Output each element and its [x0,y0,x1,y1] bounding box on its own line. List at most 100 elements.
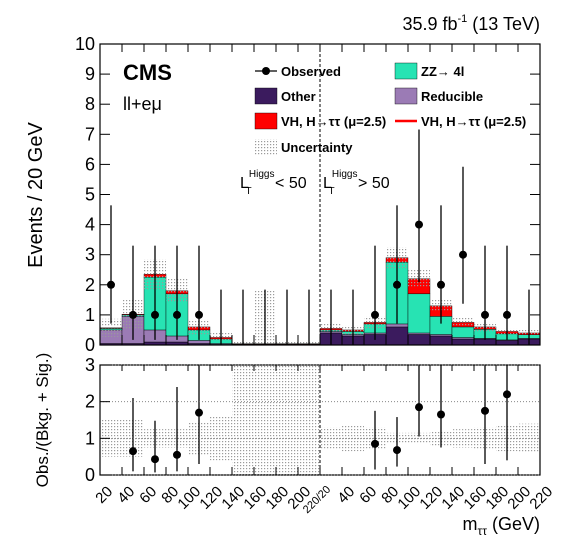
y-tick-label: 0 [85,465,95,485]
stack-bar [451,326,475,338]
ratio-uncertainty [408,432,430,444]
x-tick-label: 40 [334,483,358,507]
lumi-sup: -1 [458,13,468,25]
legend-label: VH, H→ττ (μ=2.5) [281,114,386,129]
stack-bar [495,340,519,345]
y-tick-label: 7 [85,124,95,144]
uncertainty-band [452,317,474,327]
legend-swatch [255,139,277,155]
ratio-plot [100,365,540,475]
y-tick-label: 2 [85,275,95,295]
region-sub: T [328,186,334,197]
experiment-label: CMS [123,60,172,85]
ratio-point [151,455,159,464]
y-tick-label: 4 [85,215,95,235]
legend-label: VH, H→ττ (μ=2.5) [421,114,526,129]
ratio-point [481,406,489,415]
ratio-point [415,403,423,412]
ratio-point [371,439,379,448]
region-sup: Higgs [332,169,358,180]
x-tick-label: 220 [526,483,556,513]
y-tick-label: 10 [75,34,95,54]
region-rest: > 50 [354,175,390,192]
y-axis-label: Events / 20 GeV [25,122,47,268]
y-tick-label: 3 [85,245,95,265]
region-text: L [323,175,332,192]
legend-swatch [254,112,278,130]
lumi-rest: (13 TeV) [467,14,540,34]
region-sup: Higgs [249,169,275,180]
stack-bar [407,334,431,345]
stack-bar [429,334,453,337]
x-tick-label: 20 [92,483,116,507]
stack-bar [407,332,431,335]
uncertainty-band [100,318,122,337]
ratio-point [437,410,445,419]
ratio-uncertainty [298,365,320,475]
stack-bar [429,335,453,345]
y-tick-label: 3 [85,355,95,375]
region-label: LHiggs T > 50 [323,169,390,197]
y-tick-label: 6 [85,154,95,174]
x-axis-label: mττ (GeV) [463,514,541,538]
observed-point [129,310,137,319]
stack-bar [407,293,431,334]
stack-bar [187,340,211,344]
observed-point [107,280,115,289]
legend-swatch [394,87,418,105]
channel-label: ll+eμ [123,94,162,114]
region-rest: < 50 [271,175,307,192]
observed-point [151,310,159,319]
legend-label: Uncertainty [281,140,353,155]
y-tick-label: 9 [85,64,95,84]
legend-label: ZZ→ 4l [421,64,464,79]
observed-point [503,310,511,319]
ratio-point [393,446,401,455]
observed-point [437,280,445,289]
region-sub: T [245,186,251,197]
observed-point [371,310,379,319]
region-label: LHiggs T < 50 [240,169,307,197]
ratio-uncertainty [232,365,254,475]
ratio-uncertainty [254,365,276,475]
legend-marker [262,67,270,75]
y-tick-label: 1 [85,428,95,448]
observed-point [173,310,181,319]
y-tick-label: 0 [85,335,95,355]
x-label-rest: (GeV) [487,514,540,534]
x-tick-label: 40 [114,483,138,507]
ratio-point [129,447,137,456]
legend-label: Other [281,89,316,104]
x-label-text: m [463,514,478,534]
y-tick-label: 1 [85,305,95,325]
observed-point [415,220,423,229]
y-tick-label: 5 [85,185,95,205]
stack-bar [451,337,475,340]
stack-bar [451,338,475,345]
ratio-uncertainty [276,365,298,475]
ratio-point [195,408,203,417]
legend-label: Reducible [421,89,483,104]
ratio-uncertainty [100,420,122,457]
y-tick-label: 8 [85,94,95,114]
observed-point [481,310,489,319]
lumi-label: 35.9 fb-1 (13 TeV) [402,13,540,34]
x-tick-label: 60 [356,483,380,507]
stack-bar [385,323,409,328]
main-plot [100,129,540,345]
region-text: L [240,175,249,192]
stack-bar [385,326,409,345]
ratio-point [503,390,511,399]
legend-swatch [254,87,278,105]
lumi-text: 35.9 fb [402,14,457,34]
ratio-point [173,450,181,459]
ratio-y-axis-label: Obs./(Bkg. + Sig.) [33,353,52,488]
observed-point [393,280,401,289]
x-tick-label: 60 [136,483,160,507]
x-label-sub: ττ [478,524,488,538]
y-tick-label: 2 [85,392,95,412]
observed-point [459,250,467,259]
legend-swatch [394,62,418,80]
